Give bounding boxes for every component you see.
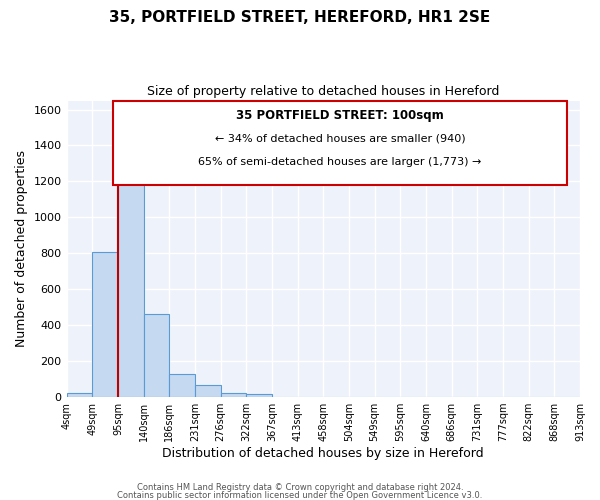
Text: 35 PORTFIELD STREET: 100sqm: 35 PORTFIELD STREET: 100sqm [236, 110, 444, 122]
Text: ← 34% of detached houses are smaller (940): ← 34% of detached houses are smaller (94… [215, 133, 465, 143]
Bar [195, 386, 221, 397]
FancyBboxPatch shape [113, 100, 567, 185]
Bar [92, 252, 118, 397]
Bar [221, 393, 246, 397]
Text: Contains HM Land Registry data © Crown copyright and database right 2024.: Contains HM Land Registry data © Crown c… [137, 484, 463, 492]
Bar [143, 314, 169, 397]
Text: 35, PORTFIELD STREET, HEREFORD, HR1 2SE: 35, PORTFIELD STREET, HEREFORD, HR1 2SE [109, 10, 491, 25]
Bar [246, 394, 272, 397]
Y-axis label: Number of detached properties: Number of detached properties [15, 150, 28, 348]
Bar [169, 374, 195, 397]
X-axis label: Distribution of detached houses by size in Hereford: Distribution of detached houses by size … [163, 447, 484, 460]
Title: Size of property relative to detached houses in Hereford: Size of property relative to detached ho… [147, 85, 499, 98]
Text: 65% of semi-detached houses are larger (1,773) →: 65% of semi-detached houses are larger (… [198, 157, 482, 167]
Bar [67, 393, 92, 397]
Bar [118, 173, 143, 397]
Text: Contains public sector information licensed under the Open Government Licence v3: Contains public sector information licen… [118, 490, 482, 500]
